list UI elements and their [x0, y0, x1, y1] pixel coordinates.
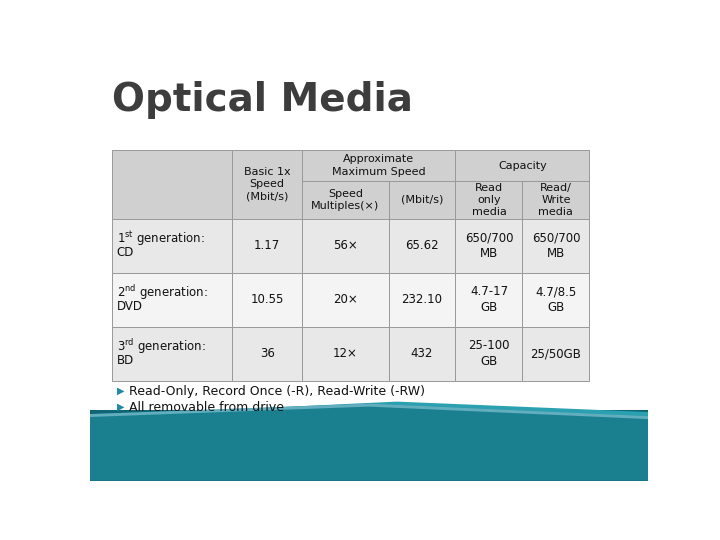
Text: 56×: 56×	[333, 239, 358, 252]
Text: (Mbit/s): (Mbit/s)	[401, 195, 444, 205]
Bar	[302, 150, 456, 181]
Bar	[302, 219, 389, 273]
Bar	[233, 327, 302, 381]
Text: 10.55: 10.55	[251, 293, 284, 306]
Text: 12×: 12×	[333, 347, 358, 360]
Text: $1^{\mathregular{st}}$ generation:: $1^{\mathregular{st}}$ generation:	[117, 230, 204, 248]
Text: Read/
Write
media: Read/ Write media	[539, 183, 573, 217]
Bar	[302, 327, 389, 381]
Text: All removable from drive: All removable from drive	[129, 401, 284, 414]
Text: BD: BD	[117, 354, 134, 367]
Bar	[456, 150, 590, 181]
Text: $2^{\mathregular{nd}}$ generation:: $2^{\mathregular{nd}}$ generation:	[117, 283, 207, 302]
Text: Speed
Multiples(×): Speed Multiples(×)	[311, 189, 379, 211]
Bar	[112, 150, 233, 219]
Text: 36: 36	[260, 347, 274, 360]
Bar	[523, 273, 590, 327]
Text: 20×: 20×	[333, 293, 358, 306]
Bar	[389, 273, 456, 327]
Text: 432: 432	[411, 347, 433, 360]
Bar	[233, 150, 302, 219]
Bar	[389, 219, 456, 273]
Text: Optical Media: Optical Media	[112, 82, 413, 119]
Bar	[456, 327, 523, 381]
Bar	[302, 181, 389, 219]
Text: Capacity: Capacity	[498, 160, 546, 171]
Bar	[112, 327, 233, 381]
Text: ▶: ▶	[117, 402, 125, 412]
Text: 4.7/8.5
GB: 4.7/8.5 GB	[535, 285, 577, 314]
Text: CD: CD	[117, 246, 134, 259]
Bar	[233, 219, 302, 273]
Bar	[523, 181, 590, 219]
Text: Approximate
Maximum Speed: Approximate Maximum Speed	[332, 154, 426, 177]
Text: DVD: DVD	[117, 300, 143, 313]
Text: $3^{\mathregular{rd}}$ generation:: $3^{\mathregular{rd}}$ generation:	[117, 338, 206, 356]
Text: 650/700
MB: 650/700 MB	[464, 231, 513, 260]
Text: ▶: ▶	[117, 386, 125, 396]
Bar	[523, 327, 590, 381]
Bar	[523, 219, 590, 273]
Text: Basic 1x
Speed
(Mbit/s): Basic 1x Speed (Mbit/s)	[244, 167, 290, 202]
Bar	[389, 327, 456, 381]
Polygon shape	[90, 404, 648, 419]
Text: 650/700
MB: 650/700 MB	[531, 231, 580, 260]
Text: Read-Only, Record Once (-R), Read-Write (-RW): Read-Only, Record Once (-R), Read-Write …	[129, 384, 425, 397]
Bar	[302, 273, 389, 327]
Bar	[456, 273, 523, 327]
Bar	[456, 181, 523, 219]
Text: 25/50GB: 25/50GB	[531, 347, 581, 360]
Text: 25-100
GB: 25-100 GB	[468, 339, 510, 368]
Polygon shape	[90, 402, 648, 429]
Text: Read
only
media: Read only media	[472, 183, 506, 217]
Bar	[112, 273, 233, 327]
Text: 1.17: 1.17	[254, 239, 280, 252]
Bar	[233, 273, 302, 327]
Polygon shape	[90, 410, 648, 481]
Bar	[389, 181, 456, 219]
Text: 65.62: 65.62	[405, 239, 438, 252]
Text: 4.7-17
GB: 4.7-17 GB	[470, 285, 508, 314]
Bar	[112, 219, 233, 273]
Text: 232.10: 232.10	[402, 293, 443, 306]
Polygon shape	[90, 404, 648, 481]
Bar	[456, 219, 523, 273]
